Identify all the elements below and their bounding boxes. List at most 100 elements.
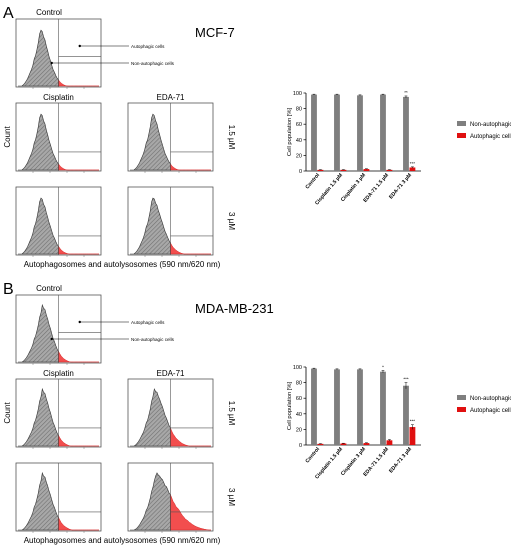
histogram-eda71-1.5-red-area [170,163,211,171]
bar-autophagic [363,443,370,445]
bar-autophagic [386,440,393,445]
category-label: EDA-71 3 µM [388,446,413,474]
treatment-label-eda71: EDA-71 [156,369,185,378]
bar-non-autophagic [403,385,409,445]
gate-label-autophagic: Autophagic cells [131,320,165,325]
gate-label-non-autophagic: Non-autophagic cells [131,337,175,342]
panel-letter: B [3,281,14,298]
histogram-cisplatin-3-red-area [58,517,99,531]
y-tick-label: 60 [296,122,302,128]
gate-label-autophagic: Autophagic cells [131,44,165,49]
control-label: Control [36,284,62,293]
histogram-cisplatin-1.5-grey-area [18,387,59,447]
dose-label-1-5: 1.5 µM [227,401,236,426]
significance-label: *** [410,419,416,424]
y-tick-label: 0 [299,169,302,175]
y-tick-label: 40 [296,138,302,144]
histogram-eda71-3-grey-area [130,197,171,255]
bar-non-autophagic [403,96,409,171]
dose-label-3: 3 µM [227,212,236,230]
bar-non-autophagic [334,369,340,445]
bar-autophagic [317,443,324,445]
treatment-label-cisplatin: Cisplatin [43,369,74,378]
cell-line-label: MDA-MB-231 [195,301,274,316]
bar-autophagic [409,167,416,171]
flow-panel-a: A Control MCF-7 Autophagic cells Non-autopha… [3,5,236,269]
histogram-cisplatin-1.5-grey-area [18,113,59,171]
y-tick-label: 20 [296,153,302,159]
category-label: Control [305,172,322,190]
legend-swatch [457,121,466,126]
gate-arrow-head [78,44,81,48]
y-tick-label: 20 [296,427,302,433]
y-tick-label: 100 [293,91,302,97]
histogram-cisplatin-1.5-red-area [58,163,99,171]
bar-non-autophagic [334,94,340,171]
y-axis-label: Cell population [%] [287,381,293,430]
histogram-eda71-1.5-grey-area [130,388,171,447]
legend-entry: Non-autophagic cells [470,122,511,128]
histogram-cisplatin-1.5-red-area [58,434,99,447]
histogram-control-grey-area [18,29,59,87]
bar-autophagic [317,169,324,171]
x-axis-label: Autophagosomes and autolysosomes (590 nm… [24,260,221,269]
histogram-control-red-area [58,79,99,87]
histogram-cisplatin-3-grey-area [18,197,59,255]
gate-label-non-autophagic: Non-autophagic cells [131,61,175,66]
y-tick-label: 0 [299,443,302,449]
flow-panel-b: B Control MDA-MB-231 Autophagic cells Non-au… [3,281,274,545]
bar-autophagic [386,169,393,171]
x-axis-label: Autophagosomes and autolysosomes (590 nm… [24,536,221,545]
legend-swatch [457,407,466,412]
bar-non-autophagic [311,368,317,445]
histogram-eda71-1.5-red-area [170,428,211,447]
bar-autophagic [340,443,347,445]
y-axis-label: Cell population [%] [287,107,293,156]
y-tick-label: 80 [296,381,302,387]
legend-entry: Autophagic cells [470,408,511,414]
histogram-control-red-area [58,350,99,363]
y-axis-label: Count [3,402,12,424]
gate-arrow-head [78,320,81,324]
histogram-cisplatin-3-red-area [58,245,99,255]
legend-swatch [457,133,466,138]
bar-autophagic [340,169,347,171]
legend-entry: Autophagic cells [470,134,511,140]
bar-non-autophagic [311,94,317,171]
histogram-eda71-3-red-area [170,242,211,255]
y-tick-label: 100 [293,365,302,371]
treatment-label-eda71: EDA-71 [156,93,185,102]
legend-entry: Non-autophagic cells [470,396,511,402]
y-axis-label: Count [3,126,12,148]
significance-label: ** [404,90,408,95]
panel-letter: A [3,5,14,22]
category-label: EDA-71 1.5 µM [362,172,390,203]
histogram-eda71-1.5-grey-area [130,113,171,171]
bar-non-autophagic [380,94,386,171]
histogram-eda71-3-grey-area [130,472,171,531]
bar-non-autophagic [357,95,363,171]
category-label: Control [305,446,322,464]
cell-line-label: MCF-7 [195,25,235,40]
gate-arrow-head [50,61,53,65]
dose-label-1-5: 1.5 µM [227,125,236,150]
legend-swatch [457,395,466,400]
significance-label: *** [403,377,409,382]
dose-label-3: 3 µM [227,488,236,506]
significance-label: *** [410,161,416,166]
control-label: Control [36,8,62,17]
histogram-control-grey-area [18,303,59,363]
y-tick-label: 80 [296,107,302,113]
category-label: EDA-71 1.5 µM [362,446,390,477]
y-tick-label: 40 [296,412,302,418]
bar-non-autophagic [380,371,386,445]
bar-autophagic [363,169,370,171]
histogram-cisplatin-3-grey-area [18,471,59,531]
y-tick-label: 60 [296,396,302,402]
treatment-label-cisplatin: Cisplatin [43,93,74,102]
bar-non-autophagic [357,369,363,445]
category-label: EDA-71 3 µM [388,172,413,200]
